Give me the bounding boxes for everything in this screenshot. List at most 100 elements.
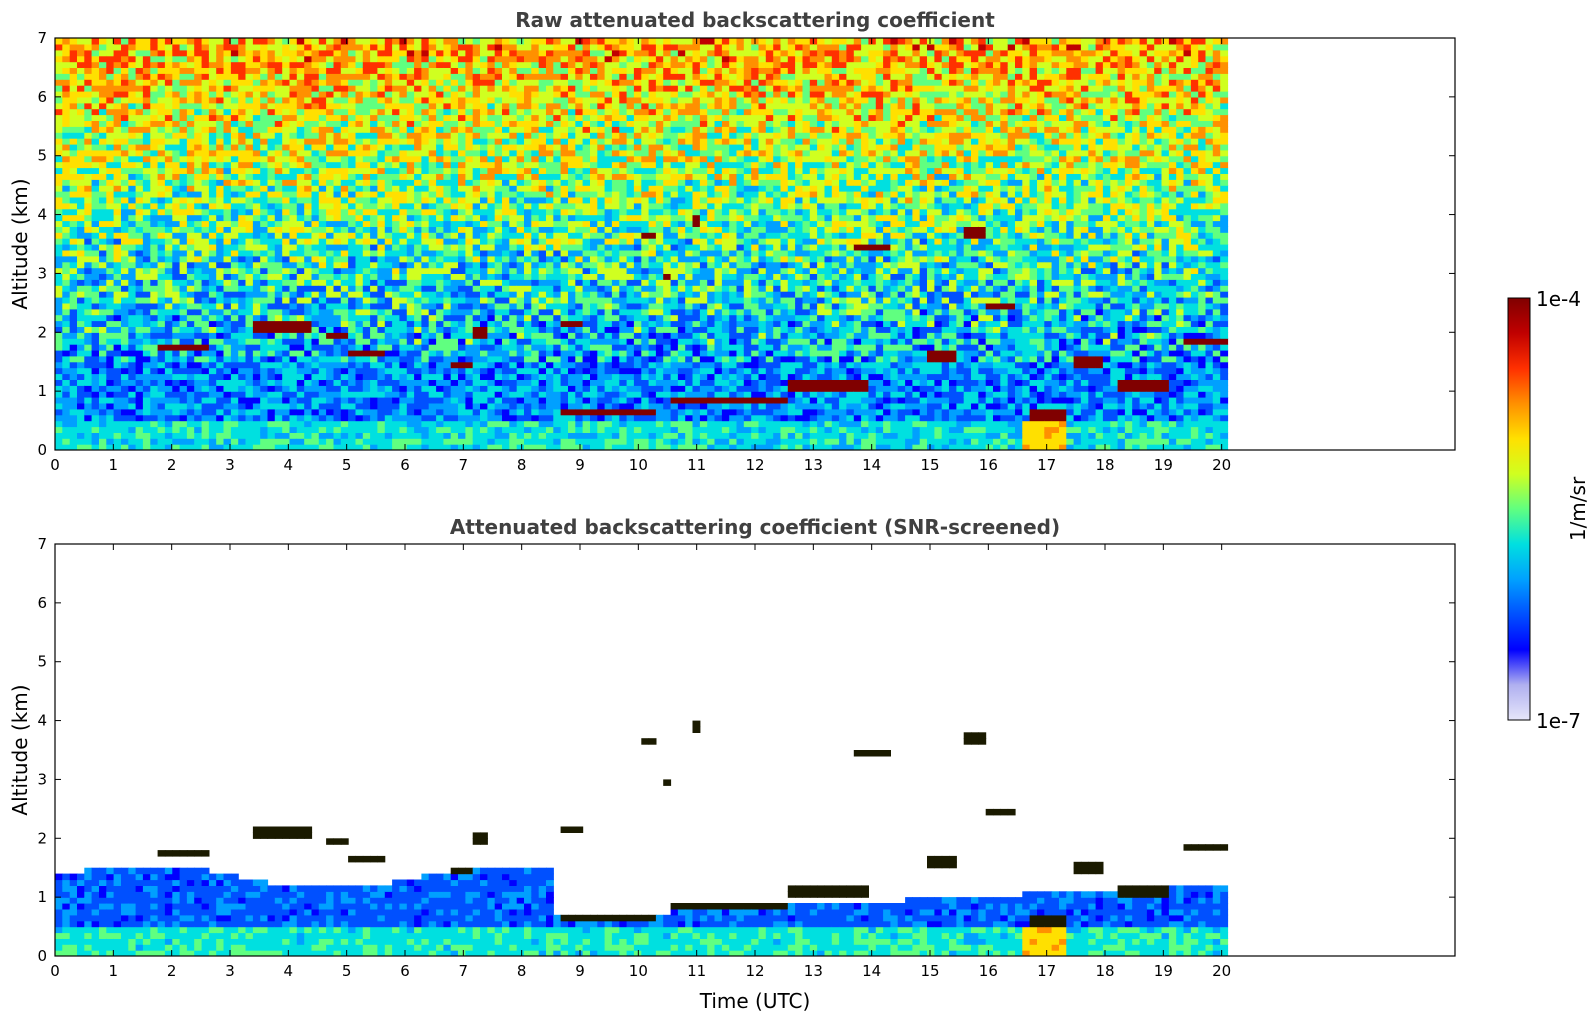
heatmap-cell: [443, 408, 452, 416]
heatmap-cell: [509, 38, 518, 45]
heatmap-cell: [91, 214, 100, 222]
heatmap-cell: [414, 214, 422, 222]
heatmap-cell: [128, 326, 137, 333]
heatmap-cell: [377, 43, 386, 51]
heatmap-cell: [377, 367, 386, 375]
heatmap-cell: [304, 149, 313, 157]
heatmap-cell: [348, 220, 356, 227]
heatmap-cell: [406, 379, 415, 386]
heatmap-cell: [135, 338, 144, 345]
heatmap-cell: [509, 55, 518, 63]
heatmap-cell: [296, 314, 305, 322]
heatmap-cell: [509, 108, 518, 116]
heatmap-cell: [568, 308, 576, 316]
heatmap-cell: [245, 196, 254, 204]
heatmap-cell: [348, 397, 356, 404]
heatmap-cell: [560, 55, 569, 63]
heatmap-cell: [436, 202, 444, 210]
heatmap-cell: [62, 91, 71, 98]
heatmap-cell: [186, 67, 195, 74]
heatmap-cell: [106, 426, 115, 433]
heatmap-cell: [370, 185, 378, 192]
heatmap-cell: [487, 367, 496, 375]
heatmap-cell: [406, 297, 415, 304]
heatmap-cell: [296, 108, 305, 116]
heatmap-cell: [223, 220, 232, 227]
heatmap-cell: [267, 332, 276, 339]
heatmap-cell: [238, 67, 247, 74]
heatmap-cell: [245, 432, 254, 439]
heatmap-cell: [538, 397, 547, 404]
heatmap-cell: [546, 96, 554, 104]
heatmap-cell: [267, 391, 276, 398]
heatmap-cell: [128, 85, 137, 92]
heatmap-cell: [362, 85, 371, 92]
heatmap-cell: [502, 179, 510, 186]
heatmap-cell: [223, 367, 232, 375]
heatmap-cell: [157, 338, 166, 345]
heatmap-cell: [421, 273, 430, 280]
heatmap-cell: [289, 238, 298, 245]
heatmap-cell: [362, 426, 371, 433]
heatmap-cell: [150, 361, 159, 369]
heatmap-cell: [77, 444, 85, 450]
heatmap-cell: [84, 408, 93, 416]
heatmap-cell: [436, 96, 444, 104]
heatmap-cell: [106, 202, 115, 210]
heatmap-cell: [201, 349, 210, 357]
heatmap-cell: [487, 161, 496, 169]
heatmap-cell: [370, 426, 378, 433]
heatmap-cell: [296, 214, 305, 222]
heatmap-cell: [245, 397, 254, 404]
heatmap-cell: [230, 220, 239, 227]
heatmap-cell: [384, 285, 393, 292]
heatmap-cell: [274, 267, 283, 274]
heatmap-cell: [560, 391, 569, 398]
heatmap-cell: [157, 361, 166, 369]
heatmap-cell: [216, 102, 225, 110]
heatmap-cell: [377, 202, 386, 210]
heatmap-cell: [230, 161, 239, 169]
heatmap-cell: [230, 226, 239, 233]
heatmap-cell: [414, 238, 422, 245]
heatmap-cell: [164, 397, 173, 404]
heatmap-cell: [216, 414, 225, 422]
heatmap-cell: [509, 91, 518, 98]
heatmap-cell: [568, 38, 576, 45]
heatmap-cell: [362, 138, 371, 145]
heatmap-cell: [201, 38, 210, 45]
heatmap-cell: [62, 79, 71, 86]
heatmap-cell: [538, 297, 547, 304]
heatmap-cell: [208, 408, 217, 416]
heatmap-cell: [230, 238, 239, 245]
heatmap-cell: [502, 308, 510, 316]
heatmap-cell: [362, 191, 371, 198]
heatmap-cell: [509, 161, 518, 169]
heatmap-cell: [348, 244, 356, 251]
heatmap-cell: [546, 214, 554, 222]
heatmap-cell: [172, 43, 181, 51]
heatmap-cell: [179, 308, 188, 316]
heatmap-cell: [194, 244, 203, 251]
heatmap-cell: [296, 320, 305, 327]
heatmap-cell: [62, 67, 71, 74]
heatmap-cell: [289, 149, 298, 157]
heatmap-cell: [106, 91, 115, 98]
heatmap-cell: [296, 138, 305, 145]
heatmap-cell: [179, 385, 188, 392]
heatmap-cell: [216, 38, 225, 45]
heatmap-cell: [560, 202, 569, 210]
heatmap-cell: [179, 49, 188, 57]
heatmap-cell: [55, 432, 63, 439]
heatmap-cell: [172, 426, 181, 433]
heatmap-cell: [238, 114, 247, 121]
heatmap-cell: [157, 120, 166, 127]
heatmap-cell: [546, 297, 554, 304]
heatmap-cell: [553, 432, 562, 439]
heatmap-cell: [245, 155, 254, 163]
heatmap-cell: [91, 85, 100, 92]
heatmap-cell: [84, 73, 93, 80]
heatmap-cell: [282, 402, 291, 410]
heatmap-cell: [348, 391, 356, 398]
heatmap-cell: [245, 85, 254, 92]
